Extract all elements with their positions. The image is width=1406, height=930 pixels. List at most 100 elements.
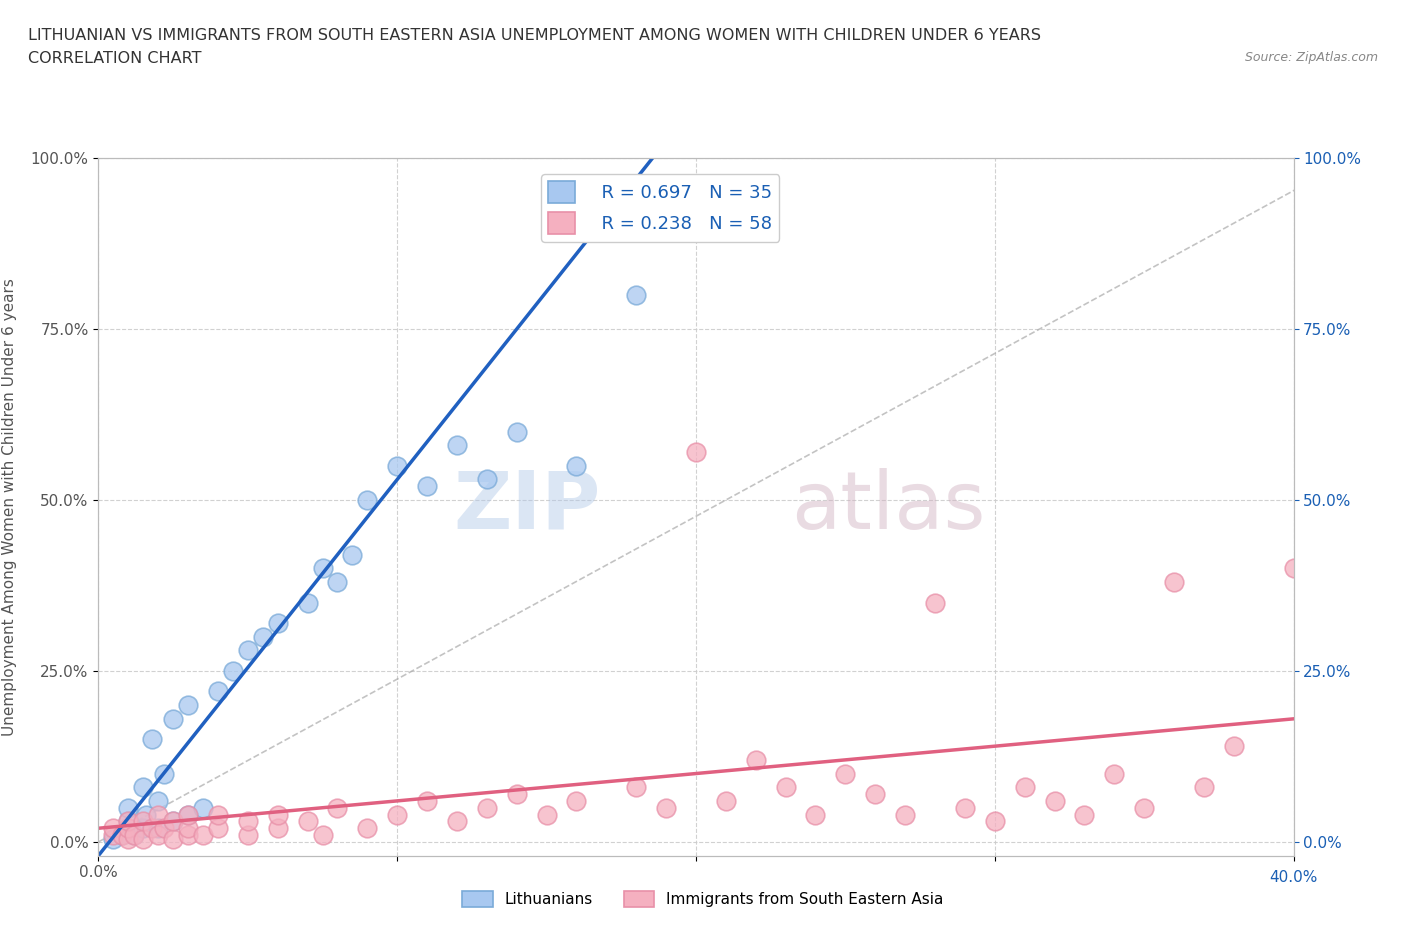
Point	[475, 801, 498, 816]
Point	[236, 828, 259, 843]
Point	[177, 807, 200, 822]
Point	[446, 814, 468, 829]
Point	[153, 821, 176, 836]
Point	[1192, 779, 1215, 794]
Point	[894, 807, 917, 822]
Point	[177, 828, 200, 843]
Point	[655, 801, 678, 816]
Point	[1163, 575, 1185, 590]
Point	[506, 424, 529, 439]
Point	[177, 698, 200, 712]
Point	[267, 807, 290, 822]
Point	[132, 831, 155, 846]
Point	[191, 828, 214, 843]
Point	[103, 821, 125, 836]
Point	[626, 779, 648, 794]
Point	[1014, 779, 1036, 794]
Point	[565, 793, 588, 808]
Point	[148, 793, 170, 808]
Point	[385, 807, 409, 822]
Point	[162, 814, 184, 829]
Point	[252, 630, 274, 644]
Point	[475, 472, 498, 487]
Point	[132, 779, 155, 794]
Point	[177, 807, 200, 822]
Point	[103, 828, 125, 843]
Point	[207, 821, 229, 836]
Point	[148, 828, 170, 843]
Legend: Lithuanians, Immigrants from South Eastern Asia: Lithuanians, Immigrants from South Easte…	[456, 884, 950, 913]
Point	[1104, 766, 1126, 781]
Point	[207, 807, 229, 822]
Point	[984, 814, 1007, 829]
Point	[153, 766, 176, 781]
Point	[117, 831, 139, 846]
Point	[446, 438, 468, 453]
Text: LITHUANIAN VS IMMIGRANTS FROM SOUTH EASTERN ASIA UNEMPLOYMENT AMONG WOMEN WITH C: LITHUANIAN VS IMMIGRANTS FROM SOUTH EAST…	[28, 28, 1040, 43]
Point	[111, 828, 134, 843]
Text: ZIP: ZIP	[453, 468, 600, 546]
Point	[804, 807, 827, 822]
Point	[626, 287, 648, 302]
Point	[103, 831, 125, 846]
Point	[1223, 738, 1246, 753]
Point	[124, 828, 146, 843]
Point	[745, 752, 768, 767]
Legend:   R = 0.697   N = 35,   R = 0.238   N = 58: R = 0.697 N = 35, R = 0.238 N = 58	[541, 174, 779, 242]
Point	[1073, 807, 1095, 822]
Point	[117, 821, 139, 836]
Point	[132, 821, 155, 836]
Point	[924, 595, 946, 610]
Point	[356, 493, 378, 508]
Point	[141, 732, 163, 747]
Point	[865, 787, 887, 802]
Point	[132, 814, 155, 829]
Point	[1282, 561, 1305, 576]
Point	[148, 807, 170, 822]
Text: 40.0%: 40.0%	[1270, 870, 1317, 884]
Point	[135, 807, 157, 822]
Point	[207, 684, 229, 699]
Point	[236, 643, 259, 658]
Point	[177, 821, 200, 836]
Point	[953, 801, 976, 816]
Point	[117, 814, 139, 829]
Point	[267, 616, 290, 631]
Point	[385, 458, 409, 473]
Point	[565, 458, 588, 473]
Point	[1043, 793, 1066, 808]
Point	[342, 547, 364, 562]
Point	[775, 779, 797, 794]
Point	[311, 828, 333, 843]
Text: Source: ZipAtlas.com: Source: ZipAtlas.com	[1244, 51, 1378, 64]
Point	[162, 814, 184, 829]
Point	[267, 821, 290, 836]
Point	[834, 766, 856, 781]
Point	[297, 595, 319, 610]
Point	[222, 663, 245, 678]
Point	[506, 787, 529, 802]
Point	[416, 793, 439, 808]
Point	[191, 801, 214, 816]
Point	[416, 479, 439, 494]
Y-axis label: Unemployment Among Women with Children Under 6 years: Unemployment Among Women with Children U…	[1, 278, 17, 736]
Point	[1133, 801, 1156, 816]
Point	[124, 828, 146, 843]
Text: atlas: atlas	[792, 468, 986, 546]
Point	[117, 821, 139, 836]
Point	[236, 814, 259, 829]
Point	[162, 711, 184, 726]
Point	[117, 801, 139, 816]
Point	[162, 831, 184, 846]
Point	[326, 801, 349, 816]
Point	[536, 807, 558, 822]
Text: CORRELATION CHART: CORRELATION CHART	[28, 51, 201, 66]
Point	[714, 793, 737, 808]
Point	[148, 821, 170, 836]
Point	[297, 814, 319, 829]
Point	[326, 575, 349, 590]
Point	[356, 821, 378, 836]
Point	[111, 828, 134, 843]
Point	[141, 821, 163, 836]
Point	[117, 814, 139, 829]
